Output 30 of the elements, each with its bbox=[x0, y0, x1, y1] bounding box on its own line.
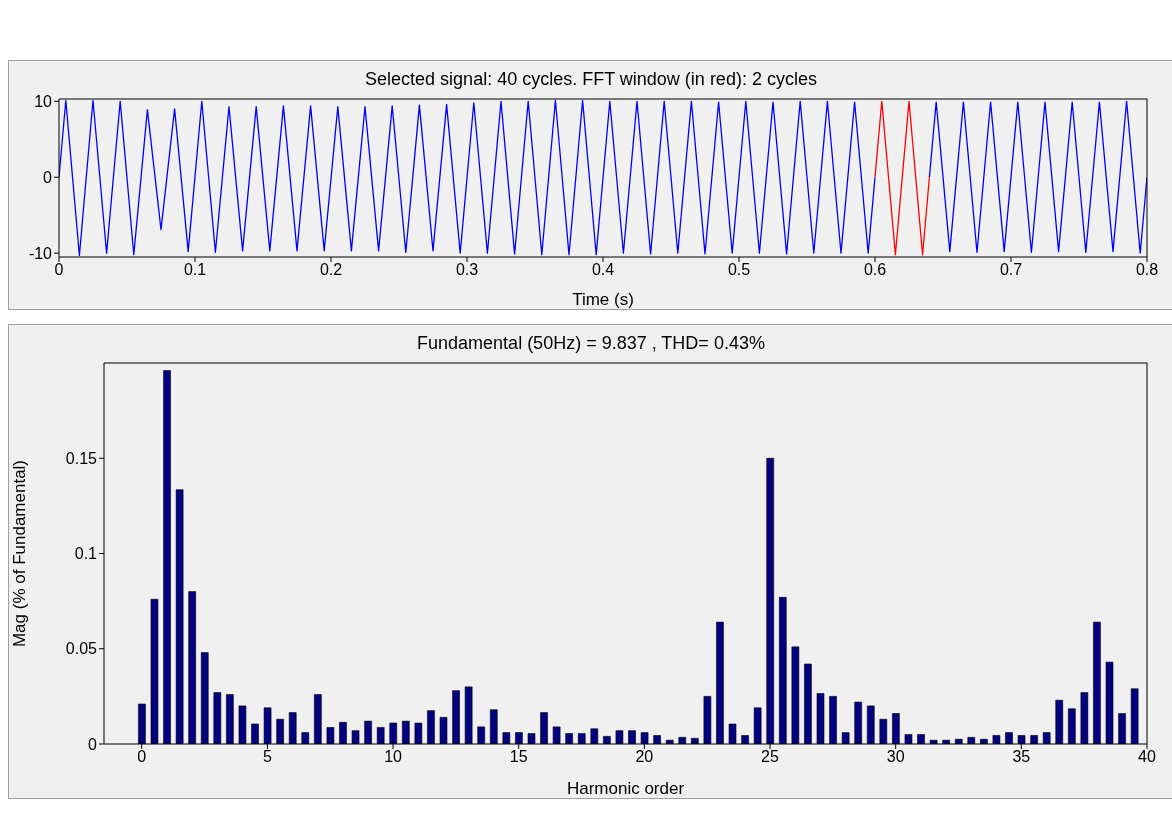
x-tick-label: 30 bbox=[886, 748, 905, 766]
x-tick-label: 40 bbox=[1138, 748, 1156, 766]
x-tick-label: 0.2 bbox=[319, 261, 343, 279]
y-tick-label: 0.1 bbox=[74, 545, 98, 563]
y-tick-label: 0.05 bbox=[65, 640, 98, 658]
x-tick-label: 0.1 bbox=[183, 261, 207, 279]
x-tick-label: 0.8 bbox=[1135, 261, 1159, 279]
y-tick-label: 0 bbox=[43, 168, 53, 186]
x-tick-label: 35 bbox=[1012, 748, 1031, 766]
x-tick-label: 0 bbox=[137, 748, 147, 766]
x-axis-title: Harmonic order bbox=[566, 779, 685, 798]
x-tick-label: 25 bbox=[761, 748, 780, 766]
x-tick-label: 20 bbox=[635, 748, 654, 766]
chart-title: Selected signal: 40 cycles. FFT window (in red): 2 cycles bbox=[364, 69, 818, 90]
x-tick-label: 0.7 bbox=[999, 261, 1023, 279]
y-axis-title: Mag (% of Fundamental) bbox=[10, 459, 30, 648]
x-tick-label: 0 bbox=[54, 261, 64, 279]
y-tick-label: 10 bbox=[34, 92, 53, 110]
x-tick-label: 0.3 bbox=[455, 261, 479, 279]
chart-title: Fundamental (50Hz) = 9.837 , THD= 0.43% bbox=[416, 333, 766, 354]
x-tick-label: 10 bbox=[384, 748, 403, 766]
x-tick-label: 0.4 bbox=[591, 261, 615, 279]
x-tick-label: 15 bbox=[509, 748, 528, 766]
x-tick-label: 0.5 bbox=[727, 261, 751, 279]
y-tick-label: -10 bbox=[28, 244, 53, 262]
y-tick-label: 0.15 bbox=[65, 449, 98, 467]
y-tick-label: 0 bbox=[88, 735, 98, 753]
x-axis-title: Time (s) bbox=[572, 290, 634, 309]
x-tick-label: 5 bbox=[262, 748, 272, 766]
x-tick-label: 0.6 bbox=[863, 261, 887, 279]
